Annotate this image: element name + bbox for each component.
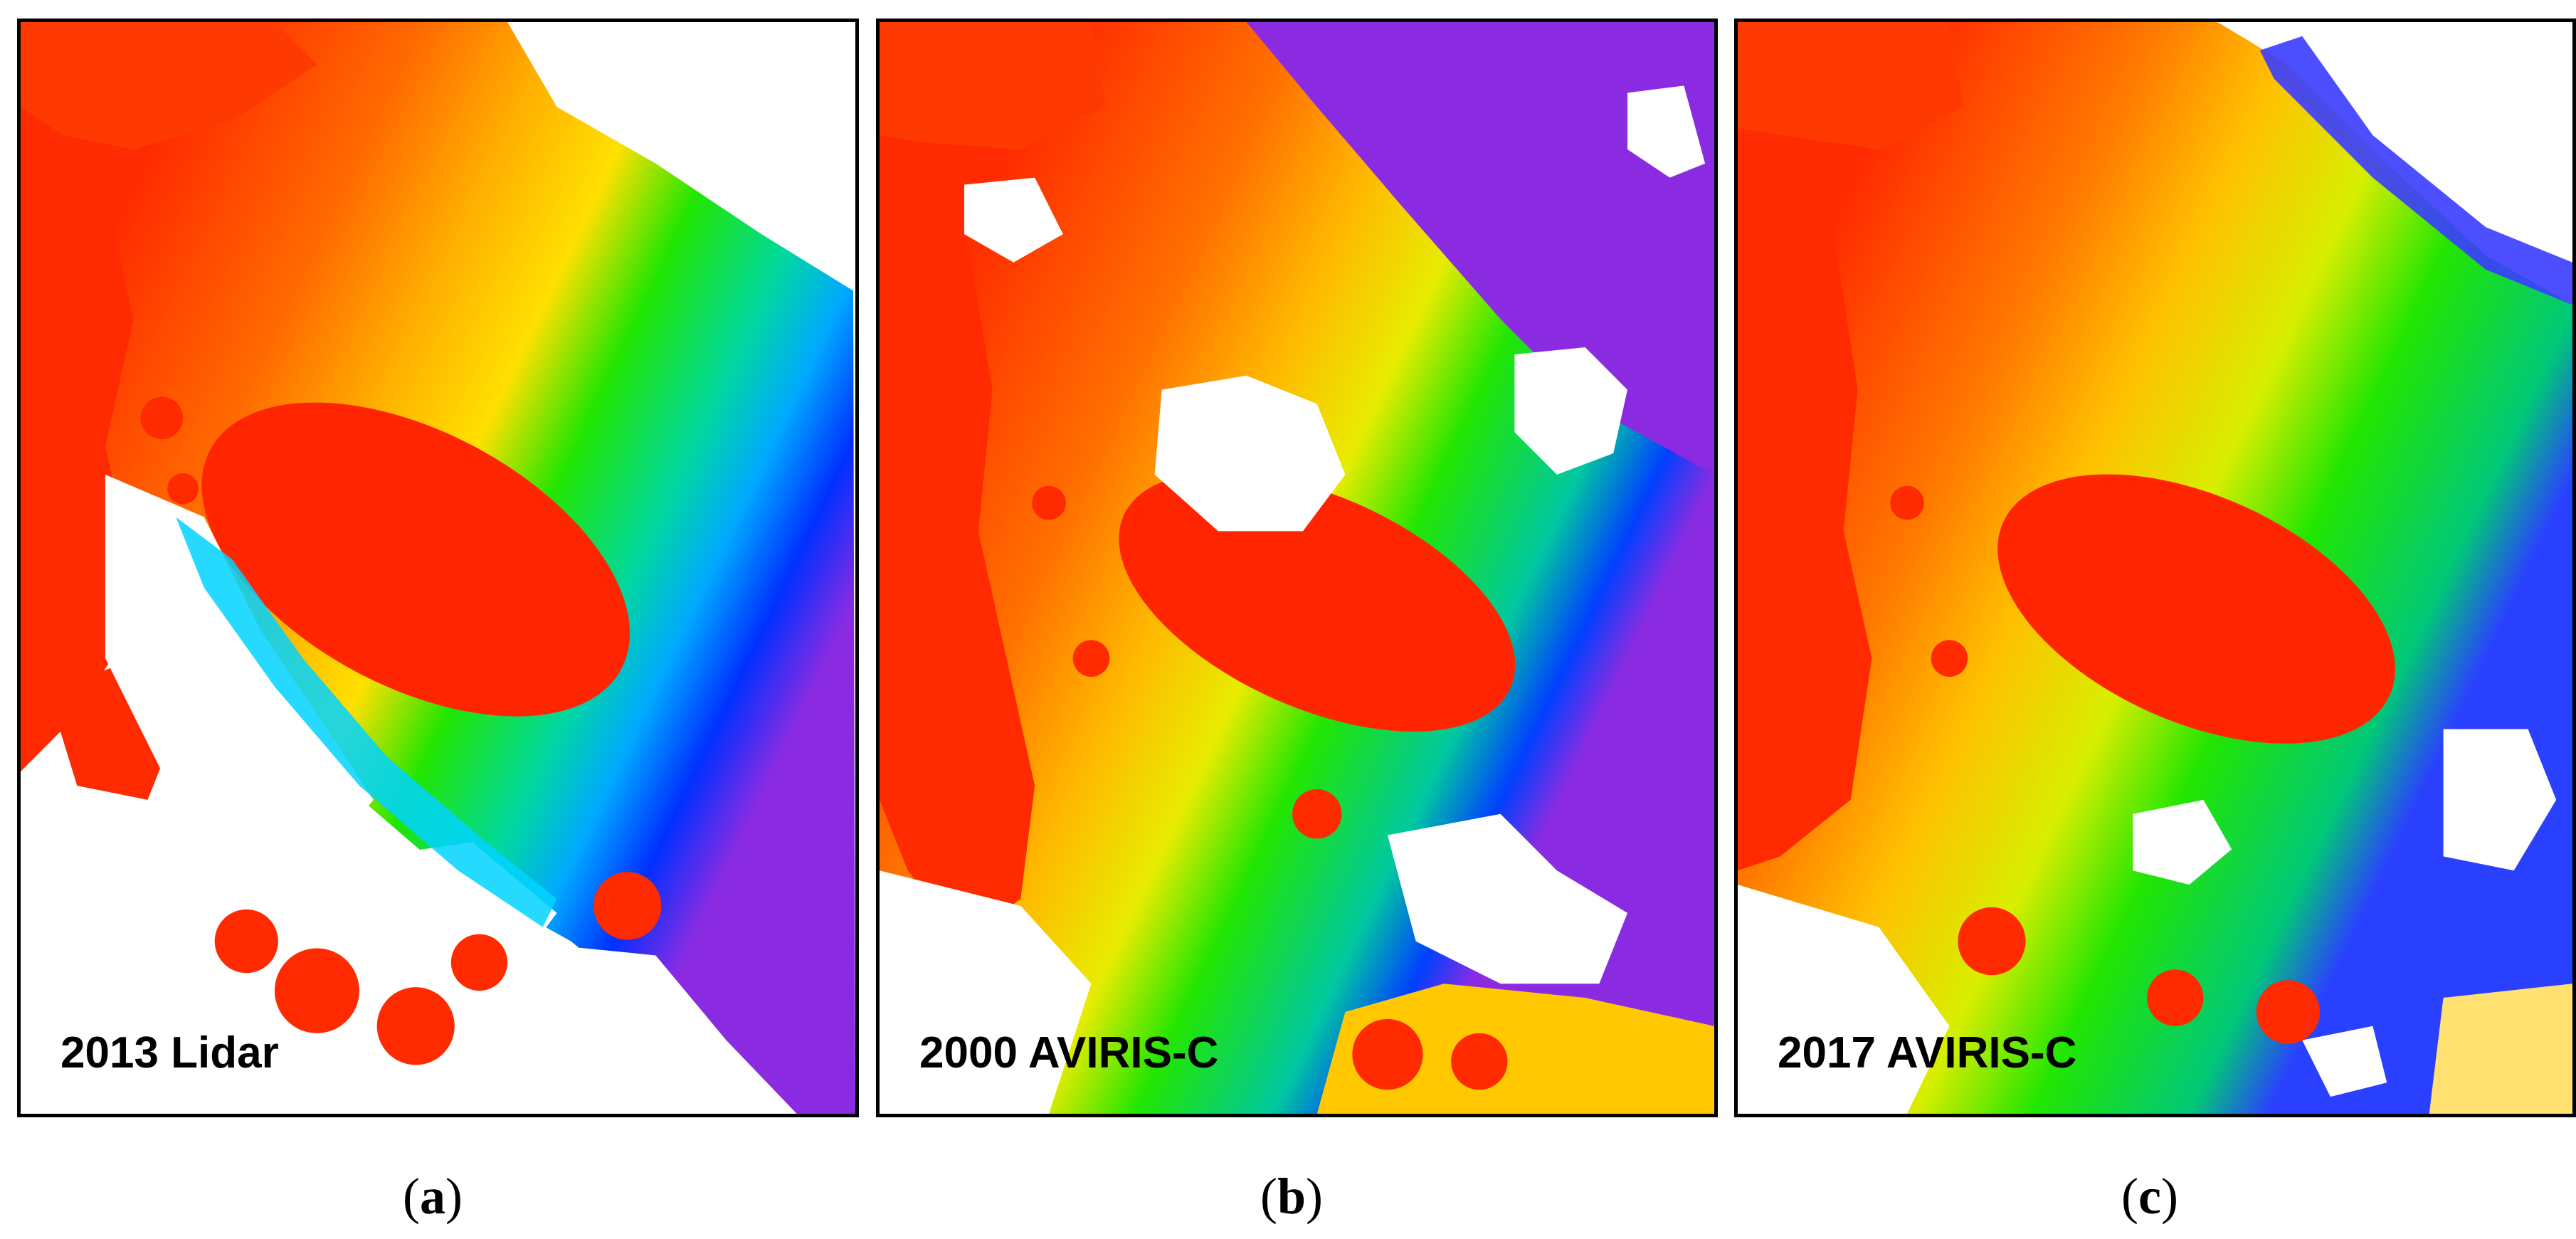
map-panel-2013-lidar: 2013 Lidar (17, 19, 859, 1117)
caption-letter: a (420, 1168, 445, 1225)
caption-b: (b) (1260, 1168, 1323, 1225)
panel-label: 2013 Lidar (60, 1028, 279, 1077)
caption-letter: b (1277, 1168, 1307, 1225)
caption-c: (c) (2121, 1168, 2178, 1225)
map-panel-2000-aviris-c: 2000 AVIRIS-C (876, 19, 1718, 1117)
panel-label: 2017 AVIRIS-C (1778, 1028, 2077, 1077)
bathymetry-map-2013-lidar (21, 22, 855, 1114)
caption-a: (a) (403, 1168, 463, 1225)
bathymetry-map-2017-aviris-c (1738, 22, 2572, 1114)
panel-label: 2000 AVIRIS-C (919, 1028, 1219, 1077)
bathymetry-map-2000-aviris-c (880, 22, 1714, 1114)
map-panel-2017-aviris-c: 2017 AVIRIS-C (1734, 19, 2576, 1117)
caption-letter: c (2138, 1168, 2161, 1225)
